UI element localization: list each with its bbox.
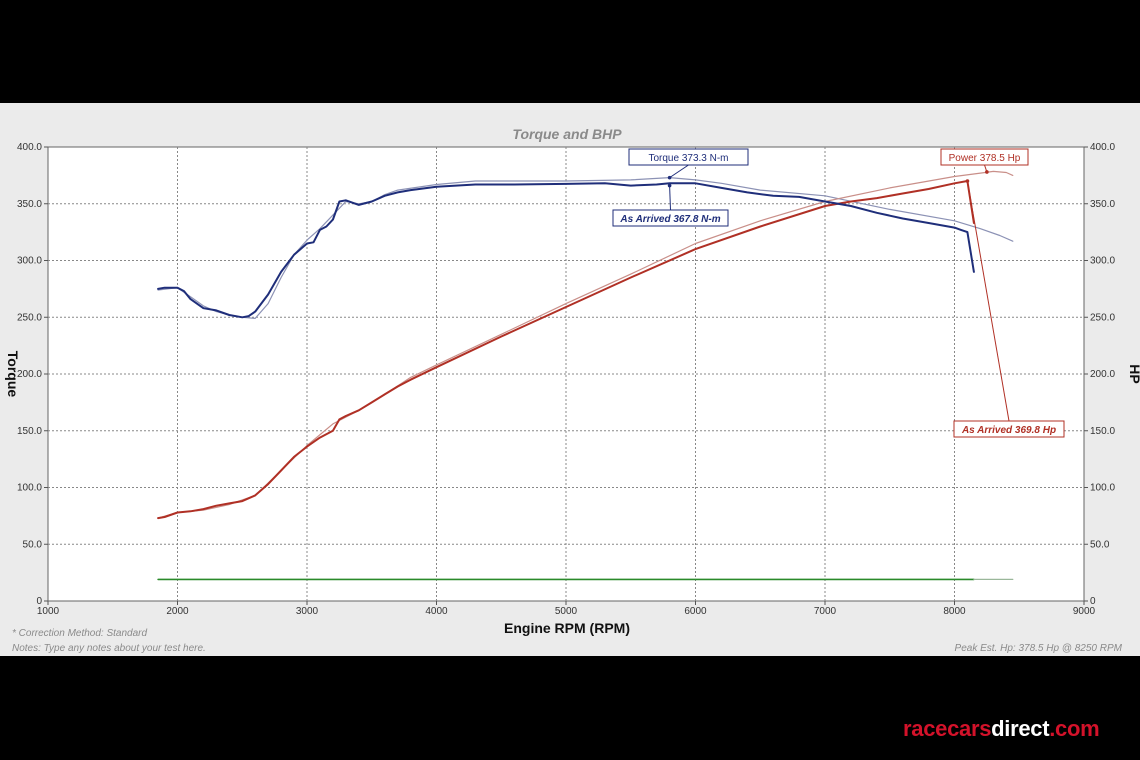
brand-part-1: racecars (903, 716, 992, 741)
series-line-1 (157, 180, 975, 520)
y-right-tick-label: 250.0 (1090, 312, 1115, 323)
series-group (157, 170, 1014, 581)
y-right-tick-label: 400.0 (1090, 142, 1115, 153)
y-left-tick-label: 150.0 (17, 426, 42, 437)
test-notes: Notes: Type any notes about your test he… (12, 643, 206, 654)
y-right-tick-label: 150.0 (1090, 426, 1115, 437)
annotation-label: Torque 373.3 N-m (648, 153, 728, 164)
y-left-tick-label: 200.0 (17, 369, 42, 380)
x-tick-label: 3000 (296, 606, 319, 617)
y-left-tick-label: 350.0 (17, 199, 42, 210)
annotation-pointer (965, 179, 970, 183)
y-right-tick-label: 300.0 (1090, 256, 1115, 267)
correction-method: * Correction Method: Standard (12, 628, 148, 639)
x-tick-label: 9000 (1073, 606, 1096, 617)
y-right-tick-label: 100.0 (1090, 483, 1115, 494)
y-axis-right-title: HP (1127, 364, 1140, 383)
y-left-tick-label: 250.0 (17, 312, 42, 323)
y-axis-left-ticks: 0 50.0 100.0 150.0 200.0 250.0 300.0 350.0 400.0 (17, 142, 48, 607)
annotations-group: Torque 373.3 N-m As Arrived 367.8 N-m Powe… (612, 148, 1065, 438)
y-right-tick-label: 0 (1090, 596, 1096, 607)
annotation-leader (669, 185, 671, 211)
annotation-label: Power 378.5 Hp (949, 153, 1021, 164)
y-left-tick-label: 0 (36, 596, 42, 607)
grid (48, 147, 1084, 601)
x-axis-ticks: 1000 2000 3000 4000 5000 6000 7000 8000 9000 (37, 601, 1096, 617)
brand-part-3: .com (1049, 716, 1100, 741)
x-tick-label: 7000 (814, 606, 837, 617)
y-left-tick-label: 100.0 (17, 483, 42, 494)
x-tick-label: 1000 (37, 606, 60, 617)
annotation-pointer (985, 170, 989, 174)
annotation-label: As Arrived 367.8 N-m (619, 214, 720, 225)
x-tick-label: 4000 (425, 606, 448, 617)
annotation-box (628, 148, 749, 166)
chart-title: Torque and BHP (512, 126, 622, 142)
x-tick-label: 2000 (166, 606, 189, 617)
y-right-tick-label: 350.0 (1090, 199, 1115, 210)
annotation-leader (669, 164, 689, 179)
y-left-tick-label: 300.0 (17, 256, 42, 267)
brand-logo: racecarsdirect.com (903, 716, 1100, 742)
annotation-box (612, 209, 729, 227)
annotation-pointer (667, 175, 672, 180)
y-left-tick-label: 400.0 (17, 142, 42, 153)
brand-part-2: direct (991, 716, 1050, 741)
x-tick-label: 6000 (684, 606, 707, 617)
y-right-tick-label: 50.0 (1090, 539, 1110, 550)
x-axis-title: Engine RPM (RPM) (504, 620, 630, 636)
annotation-pointer (667, 183, 672, 188)
x-tick-label: 8000 (943, 606, 966, 617)
peak-estimate: Peak Est. Hp: 378.5 Hp @ 8250 RPM (955, 643, 1123, 654)
annotation-box (940, 148, 1029, 166)
y-left-tick-label: 50.0 (23, 539, 43, 550)
y-right-tick-label: 200.0 (1090, 369, 1115, 380)
y-axis-right-ticks: 0 50.0 100.0 150.0 200.0 250.0 300.0 350.0 400.0 (1084, 142, 1115, 607)
annotation-box (953, 420, 1065, 438)
annotation-label: As Arrived 369.8 Hp (961, 425, 1056, 436)
y-axis-left-title: Torque (5, 351, 21, 398)
series-line-0 (157, 182, 975, 319)
x-tick-label: 5000 (555, 606, 578, 617)
annotation-leader (966, 180, 1010, 422)
